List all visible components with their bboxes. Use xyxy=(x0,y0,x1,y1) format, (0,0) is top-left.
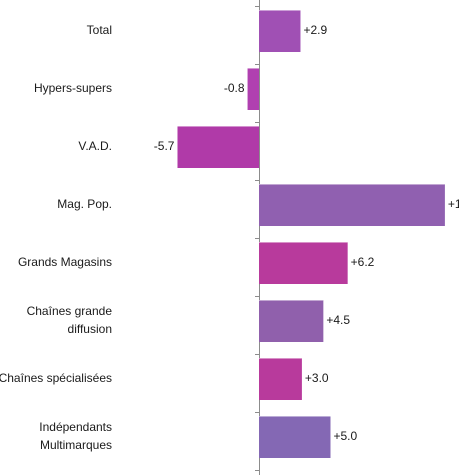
bar xyxy=(259,358,302,400)
category-label-line: Chaînes spécialisées xyxy=(0,371,112,385)
bar xyxy=(177,126,259,168)
category-label: V.A.D. xyxy=(78,139,112,153)
category-label-line: Grands Magasins xyxy=(18,255,112,269)
value-label: +2.9 xyxy=(303,23,327,37)
bar xyxy=(259,300,324,342)
value-label: +6.2 xyxy=(351,255,375,269)
category-label-line: Hypers-supers xyxy=(34,81,112,95)
category-label: Total xyxy=(87,23,112,37)
value-label: +13 xyxy=(448,197,459,211)
category-labels: Total Hypers-supers V.A.D. Mag. Pop. Grands … xyxy=(0,23,112,452)
value-label: -5.7 xyxy=(154,139,175,153)
category-label-line: Total xyxy=(87,23,112,37)
category-label-line: Mag. Pop. xyxy=(57,197,112,211)
value-label: -0.8 xyxy=(224,81,245,95)
value-label: +4.5 xyxy=(326,313,350,327)
category-label-line: diffusion xyxy=(68,322,112,336)
category-label: Chaînes spécialisées xyxy=(0,371,112,385)
bar xyxy=(247,68,259,110)
value-labels: +2.9 -0.8 -5.7 +13 +6.2 +4.5 +3.0 +5.0 xyxy=(154,23,459,443)
category-label: Grands Magasins xyxy=(18,255,112,269)
bar xyxy=(259,10,301,52)
category-label-line: V.A.D. xyxy=(78,139,112,153)
value-label: +5.0 xyxy=(334,429,358,443)
category-label: Chaînes grande diffusion xyxy=(27,304,113,336)
category-label: Hypers-supers xyxy=(34,81,112,95)
category-label-line: Chaînes grande xyxy=(27,304,113,318)
bar xyxy=(259,184,445,226)
category-label-line: Indépendants xyxy=(39,420,112,434)
bars-group xyxy=(177,10,445,458)
value-label: +3.0 xyxy=(305,371,329,385)
bar xyxy=(259,416,331,458)
category-label-line: Multimarques xyxy=(40,438,112,452)
bar xyxy=(259,242,348,284)
category-label: Mag. Pop. xyxy=(57,197,112,211)
category-label: Indépendants Multimarques xyxy=(39,420,112,452)
